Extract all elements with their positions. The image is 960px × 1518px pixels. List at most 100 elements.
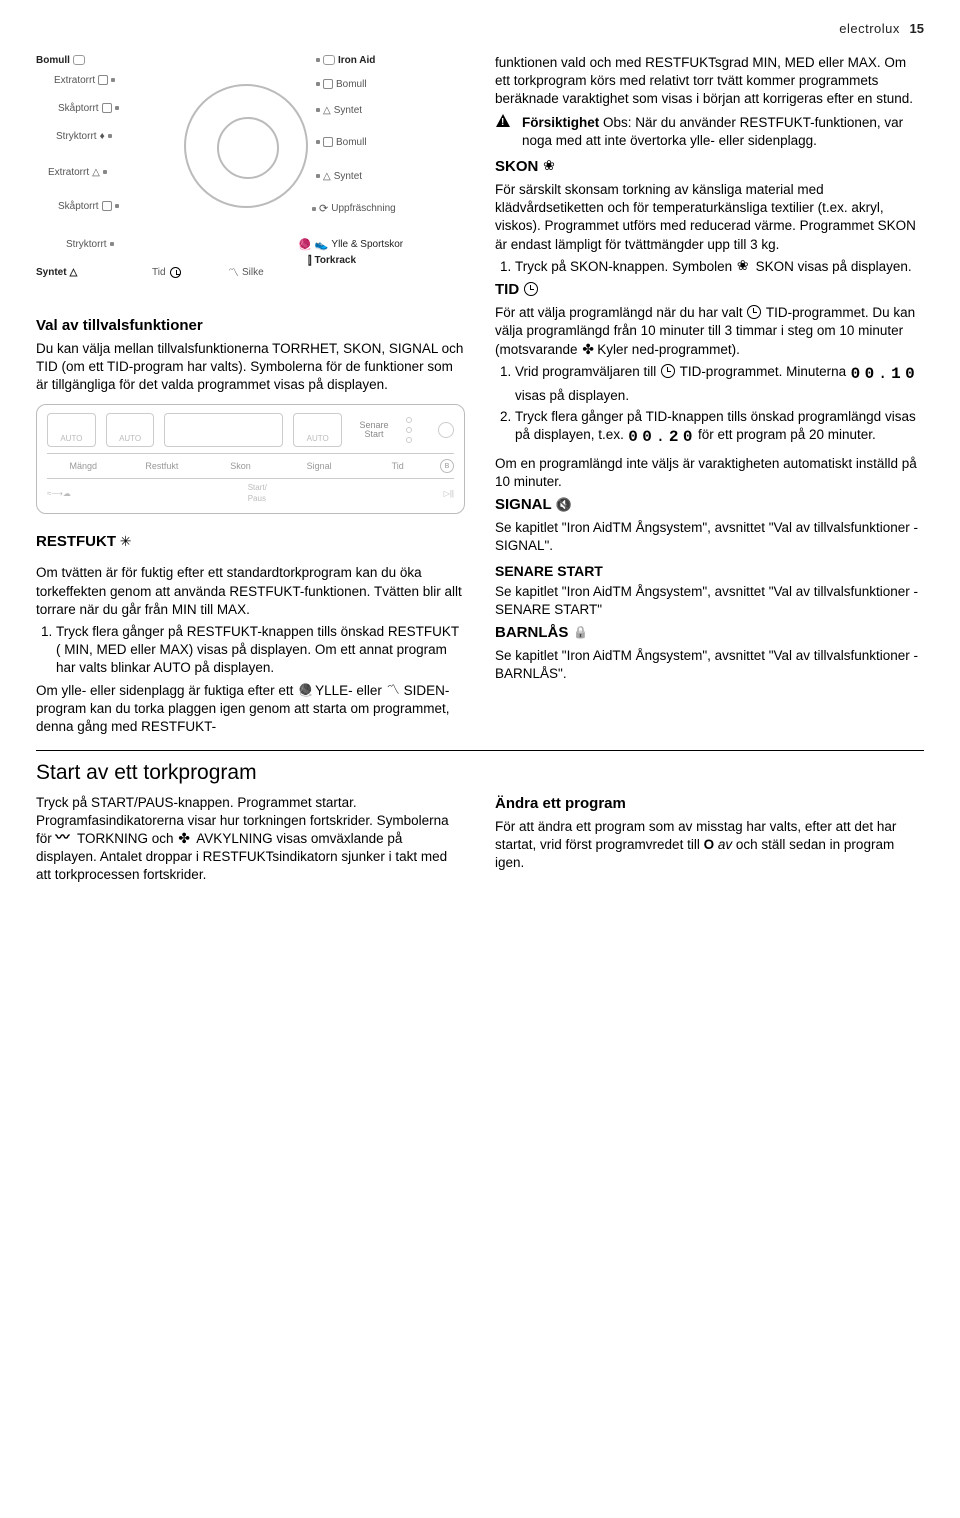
body-text: Om ylle- eller sidenplagg är fuktiga eft… <box>36 682 465 737</box>
panel-row: Mängd Restfukt Skon Signal Tid B <box>47 453 454 479</box>
heading-restfukt: RESTFUKT <box>36 532 465 552</box>
dial-label: Stryktorrt <box>66 238 114 252</box>
ordered-list: Tryck på SKON-knappen. Symbolen SKON vis… <box>495 258 924 276</box>
dryness-icon <box>102 103 112 113</box>
wool-icon <box>298 683 314 697</box>
dial-label: Bomull <box>316 136 367 150</box>
clock-icon <box>170 267 181 278</box>
cotton-icon <box>73 55 85 65</box>
page-header: electrolux 15 <box>36 20 924 38</box>
body-text: För särskilt skonsam torkning av känslig… <box>495 181 924 254</box>
body-text: Se kapitlet "Iron AidTM Ångsystem", avsn… <box>495 519 924 555</box>
senare-start-label: Senare Start <box>352 421 396 441</box>
dryness-icon <box>102 201 112 211</box>
heading-barnlas: BARNLÅS <box>495 623 924 643</box>
warning-block: Försiktighet Obs: När du använder RESTFU… <box>495 114 924 150</box>
body-text: Om tvätten är för fuktig efter ett stand… <box>36 564 465 619</box>
dial-label: 〽 Silke <box>228 266 264 281</box>
dial-label: △ Syntet <box>316 104 362 118</box>
dial-label: Extratorrt △ <box>48 166 107 180</box>
right-column: funktionen vald och med RESTFUKTsgrad MI… <box>495 54 924 741</box>
fan-icon <box>178 831 192 845</box>
heading-signal: SIGNAL <box>495 495 924 515</box>
seven-segment-display: 00.20 <box>628 427 695 451</box>
clock-icon <box>661 364 675 378</box>
dial-label: ⟳ Uppfräschning <box>312 202 396 217</box>
fan-icon <box>582 342 596 356</box>
silk-icon <box>387 683 403 697</box>
dial-label: Syntet △ <box>36 266 77 280</box>
panel-box: AUTO <box>293 413 342 447</box>
indicator-dots <box>406 417 428 443</box>
body-text: Tryck på START/PAUS-knappen. Programmet … <box>36 794 465 885</box>
list-item: Tryck flera gånger på RESTFUKT-knappen t… <box>56 623 465 678</box>
dial-circle <box>184 84 308 208</box>
list-item: Tryck på SKON-knappen. Symbolen SKON vis… <box>515 258 924 276</box>
bottom-right-column: Ändra ett program För att ändra ett prog… <box>495 794 924 889</box>
heading-andra-program: Ändra ett program <box>495 794 924 814</box>
body-text: Om en programlängd inte väljs är varakti… <box>495 455 924 491</box>
warning-text: Försiktighet Obs: När du använder RESTFU… <box>522 114 924 150</box>
list-item: Vrid programväljaren till TID-programmet… <box>515 363 924 406</box>
warning-icon <box>496 114 510 127</box>
body-text: För att välja programlängd när du har va… <box>495 304 924 359</box>
panel-button-label: Tid <box>361 460 434 472</box>
restfukt-icon <box>121 534 135 548</box>
dryness-icon <box>98 75 108 85</box>
brand-label: electrolux <box>839 21 900 36</box>
panel-b-button: B <box>440 459 454 473</box>
ordered-list: Vrid programväljaren till TID-programmet… <box>495 363 924 451</box>
main-columns: Bomull Extratorrt Skåptorrt Stryktorrt ♦… <box>36 54 924 741</box>
left-column: Bomull Extratorrt Skåptorrt Stryktorrt ♦… <box>36 54 465 741</box>
panel-row: ≈⟶☁ Start/ Paus ▷|| <box>47 479 454 505</box>
dial-label: 🧶 👟 Ylle & Sportskor <box>298 238 403 253</box>
flower-icon <box>543 159 557 173</box>
dial-label: Skåptorrt <box>58 200 119 214</box>
panel-button-label: Skon <box>204 460 277 472</box>
dial-label: Bomull <box>36 54 85 68</box>
program-dial-figure: Bomull Extratorrt Skåptorrt Stryktorrt ♦… <box>36 54 465 304</box>
panel-button-label: Mängd <box>47 460 120 472</box>
body-text: Du kan välja mellan tillvalsfunktionerna… <box>36 340 465 395</box>
body-text: Se kapitlet "Iron AidTM Ångsystem", avsn… <box>495 647 924 683</box>
panel-box: AUTO <box>106 413 155 447</box>
page-number: 15 <box>910 21 924 36</box>
heading-skon: SKON <box>495 157 924 177</box>
dial-label: ⫿ Torkrack <box>308 254 356 269</box>
dial-label: △ Syntet <box>316 170 362 184</box>
bottom-left-column: Tryck på START/PAUS-knappen. Programmet … <box>36 794 465 889</box>
flower-icon <box>737 259 751 273</box>
body-text: funktionen vald och med RESTFUKTsgrad MI… <box>495 54 924 109</box>
play-pause-icon: ▷|| <box>444 489 454 500</box>
heading-tid: TID <box>495 280 924 300</box>
waves-icon <box>57 831 73 845</box>
control-panel-figure: AUTO AUTO AUTO Senare Start Mängd Restfu… <box>36 404 465 514</box>
ordered-list: Tryck flera gånger på RESTFUKT-knappen t… <box>36 623 465 678</box>
dryness-icon <box>323 137 333 147</box>
panel-box <box>164 413 283 447</box>
dial-label: Stryktorrt ♦ <box>56 130 112 144</box>
bottom-columns: Tryck på START/PAUS-knappen. Programmet … <box>36 794 924 889</box>
body-text: Se kapitlet "Iron AidTM Ångsystem", avsn… <box>495 583 924 619</box>
globe-icon <box>438 422 454 438</box>
panel-row: AUTO AUTO AUTO Senare Start <box>47 413 454 453</box>
steam-icon: ≈⟶☁ <box>47 489 71 500</box>
dial-label: Bomull <box>316 78 367 92</box>
ironaid-icon <box>323 55 335 65</box>
panel-button-label: Signal <box>283 460 356 472</box>
sound-icon <box>556 497 570 511</box>
seven-segment-display: 00.10 <box>850 364 917 388</box>
body-text: För att ändra ett program som av misstag… <box>495 818 924 873</box>
start-paus-label: Start/ Paus <box>248 483 267 505</box>
dial-label: Extratorrt <box>54 74 115 88</box>
lock-icon <box>573 625 587 639</box>
heading-senare-start: SENARE START <box>495 562 924 581</box>
dial-label: Iron Aid <box>316 54 375 68</box>
panel-button-label: Restfukt <box>126 460 199 472</box>
dial-label: Skåptorrt <box>58 102 119 116</box>
clock-icon <box>747 305 761 319</box>
dryness-icon <box>323 79 333 89</box>
heading-tillvalsfunktioner: Val av tillvalsfunktioner <box>36 316 465 336</box>
list-item: Tryck flera gånger på TID-knappen tills … <box>515 408 924 451</box>
panel-box: AUTO <box>47 413 96 447</box>
